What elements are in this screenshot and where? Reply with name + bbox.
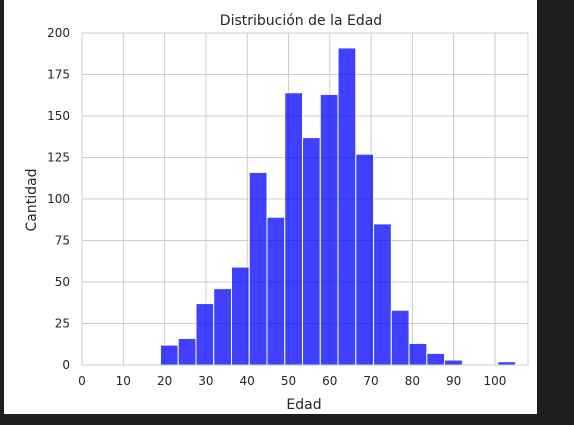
y-tick-labels: 0 25 50 75 100 125 150 175 200 [47,26,70,372]
histogram-bar [444,359,463,366]
x-tick-label: 70 [363,374,378,388]
histogram-bars [159,47,517,366]
y-tick-label: 175 [47,68,70,82]
histogram-bar [213,288,232,366]
left-dark-margin [0,0,4,421]
histogram-bar [230,266,250,366]
histogram-bar [355,153,375,366]
y-tick-label: 200 [47,26,70,40]
histogram-bar [319,93,339,366]
x-tick-label: 80 [405,374,420,388]
x-tick-label: 0 [78,374,86,388]
histogram-chart: Distribución de la Edad 0 10 20 30 40 50 60 70 8… [24,13,529,413]
histogram-bar [373,223,392,366]
histogram-bar [195,303,215,366]
bottom-dark-margin [0,414,537,421]
histogram-bar [408,342,428,366]
y-tick-label: 0 [62,358,70,372]
x-tick-label: 60 [322,374,337,388]
y-tick-label: 50 [55,275,70,289]
y-tick-label: 100 [47,192,70,206]
x-tick-label: 50 [281,374,296,388]
x-tick-label: 100 [484,374,507,388]
histogram-bar [248,171,268,366]
y-tick-label: 125 [47,151,70,165]
figure: Distribución de la Edad 0 10 20 30 40 50 60 70 8… [0,0,537,421]
plot-frame [81,32,529,366]
x-axis-label: Edad [286,397,321,413]
histogram-bar [177,337,197,366]
y-axis-label: Cantidad [24,169,40,232]
x-tick-label: 20 [157,374,172,388]
chart-title: Distribución de la Edad [220,13,382,29]
histogram-bar [302,137,321,366]
x-tick-label: 40 [240,374,255,388]
histogram-bar [266,216,286,366]
x-tick-label: 90 [446,374,461,388]
histogram-bar [390,309,410,366]
histogram-bar [159,344,179,366]
histogram-bar [284,92,304,366]
histogram-bar [337,47,357,366]
x-tick-labels: 0 10 20 30 40 50 60 70 80 90 100 [78,374,506,388]
y-tick-label: 150 [47,109,70,123]
x-tick-label: 30 [198,374,213,388]
y-tick-label: 75 [55,234,70,248]
x-tick-label: 10 [116,374,131,388]
histogram-bar [426,352,446,366]
y-tick-label: 25 [55,317,70,331]
